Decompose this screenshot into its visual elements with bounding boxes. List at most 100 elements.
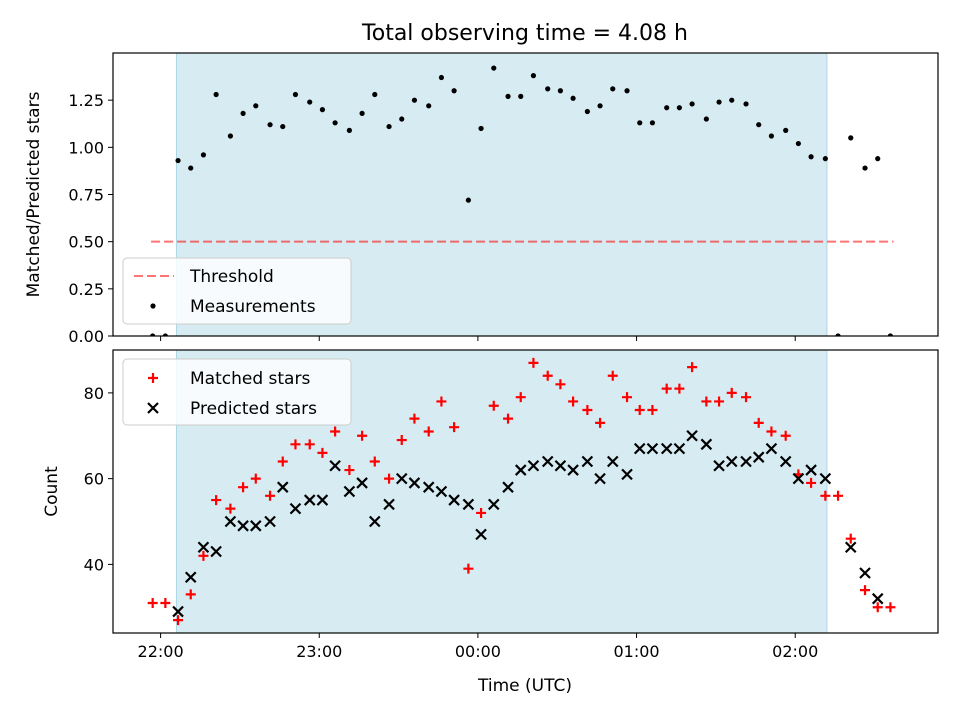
matched-star-point	[820, 490, 831, 501]
legend: Threshold Measurements	[122, 257, 352, 325]
matched-star-point	[528, 357, 539, 368]
measurement-point	[768, 133, 775, 139]
matched-star-point	[753, 417, 764, 428]
predicted-star-point	[567, 464, 579, 476]
matched-star-point	[384, 473, 395, 484]
legend-box	[122, 257, 352, 325]
measurement-point	[150, 333, 156, 336]
matched-star-point	[872, 602, 883, 613]
predicted-star-point	[859, 567, 871, 579]
measurement-point	[729, 97, 735, 103]
measurement-point	[743, 101, 749, 107]
matched-star-point	[357, 430, 368, 441]
measurement-point	[359, 110, 365, 116]
predicted-star-point	[224, 515, 237, 528]
matched-star-point	[423, 426, 434, 437]
matched-star-point	[488, 400, 499, 411]
measurement-point	[175, 157, 181, 164]
predicted-star-point	[527, 459, 540, 472]
predicted-star-point	[752, 451, 765, 463]
measurement-point	[835, 333, 841, 336]
measurement-point	[808, 154, 814, 160]
matched-star-point	[476, 507, 487, 518]
measurement-point	[162, 333, 168, 336]
matched-star-point	[238, 482, 249, 493]
predicted-star-point	[554, 459, 567, 472]
y-axis-label: Count	[42, 466, 62, 517]
predicted-star-point	[184, 571, 197, 584]
matched-star-point	[542, 370, 553, 381]
matched-star-point	[330, 426, 341, 437]
predicted-star-point	[740, 455, 752, 468]
predicted-star-point	[316, 494, 329, 506]
legend-box	[122, 358, 352, 426]
matched-star-point	[714, 396, 725, 407]
predicted-star-point	[408, 477, 421, 489]
matched-star-point	[211, 495, 222, 506]
legend-threshold-label: Threshold	[189, 267, 274, 287]
predicted-star-point	[422, 481, 435, 493]
measurement-point	[372, 91, 378, 98]
matched-star-point	[198, 550, 209, 561]
data-layer	[147, 357, 896, 626]
predicted-star-point	[673, 442, 686, 455]
measurement-point	[188, 165, 194, 171]
measurement-point	[267, 122, 273, 128]
matched-star-point	[265, 490, 276, 501]
measurement-point	[465, 197, 471, 203]
predicted-star-point	[343, 485, 356, 498]
measurement-point	[386, 123, 392, 130]
y-axis-label: Matched/Predicted stars	[24, 91, 44, 297]
measurement-point	[399, 116, 405, 122]
matched-star-point	[436, 396, 447, 407]
measurement-point	[887, 333, 894, 336]
figure-title: Total observing time = 4.08 h	[361, 21, 688, 46]
predicted-star-point	[237, 520, 249, 532]
y-tick-label: 0.50	[68, 233, 104, 252]
matched-star-point	[780, 430, 791, 441]
x-tick-label: 02:00	[772, 642, 818, 661]
measurement-point	[292, 91, 299, 98]
matched-star-point	[687, 362, 698, 373]
y-tick-label: 0.00	[68, 327, 104, 346]
axes-frame	[112, 52, 939, 337]
matched-star-point	[622, 392, 633, 403]
y-tick-label: 1.25	[68, 91, 104, 110]
matched-star-point	[515, 392, 526, 403]
measurement-point	[875, 156, 881, 162]
predicted-star-point	[448, 494, 460, 506]
legend-measurements-swatch	[150, 303, 156, 309]
matched-star-point	[396, 435, 407, 446]
measurement-point	[332, 120, 338, 126]
matched-star-point	[290, 439, 301, 450]
predicted-star-point	[686, 429, 698, 442]
count-panel: 22:00 23:00 00:00 01:00 02:00 40 60 80 Count Matc…	[42, 349, 939, 661]
x-tick-label: 01:00	[614, 642, 660, 661]
predicted-star-point	[487, 498, 500, 511]
predicted-star-point	[660, 442, 673, 455]
matched-star-point	[885, 602, 896, 613]
y-tick-label: 0.75	[68, 186, 104, 205]
matched-star-point	[674, 383, 685, 394]
predicted-star-point	[646, 442, 659, 455]
measurement-point	[200, 152, 207, 158]
predicted-star-point	[383, 498, 395, 511]
measurement-point	[505, 93, 511, 99]
measurement-point	[848, 135, 854, 141]
predicted-star-point	[369, 515, 381, 528]
measurement-point	[649, 120, 656, 126]
matched-star-point	[741, 392, 752, 403]
matched-star-point	[595, 417, 606, 428]
legend-predicted-label: Predicted stars	[190, 399, 317, 419]
predicted-star-point	[541, 455, 554, 468]
measurement-point	[346, 127, 352, 133]
data-layer	[150, 65, 894, 336]
measurement-point	[307, 99, 313, 105]
predicted-star-point	[514, 464, 527, 476]
y-tick-label: 40	[84, 555, 104, 574]
matched-star-point	[845, 533, 856, 544]
ratio-panel: 0.00 0.25 0.50 0.75 1.00 1.25 Matched/Predicte…	[24, 52, 939, 346]
predicted-star-point	[779, 455, 792, 468]
predicted-star-point	[713, 459, 725, 472]
measurement-point	[227, 133, 234, 139]
